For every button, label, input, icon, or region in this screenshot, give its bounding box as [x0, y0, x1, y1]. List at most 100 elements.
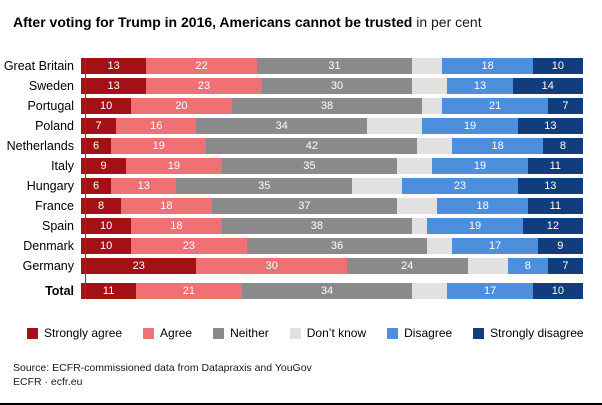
bar-segment — [427, 238, 453, 254]
legend-label: Disagree — [404, 326, 453, 340]
stacked-bar: 7 16 34 19 13 — [81, 118, 583, 134]
stacked-bar: 13 22 31 18 10 — [81, 58, 583, 74]
bar-segment: 37 — [211, 198, 398, 214]
bar-segment: 19 — [422, 118, 518, 134]
stacked-bar: 10 20 38 21 7 — [81, 98, 583, 114]
category-label: Total — [45, 284, 74, 298]
bar-segment: 13 — [447, 78, 513, 94]
bar-segment: 19 — [126, 158, 222, 174]
legend-label: Strongly agree — [44, 326, 123, 340]
bar-segment: 10 — [81, 218, 132, 234]
category-label: Poland — [35, 119, 74, 133]
bar-segment: 8 — [542, 138, 583, 154]
bar-segment: 35 — [176, 178, 353, 194]
bar-segment: 17 — [447, 283, 533, 299]
bar-segment: 19 — [427, 218, 523, 234]
bar-segment: 36 — [246, 238, 428, 254]
legend-swatch — [473, 327, 485, 339]
category-label: Great Britain — [3, 59, 74, 73]
bar-segment: 13 — [81, 78, 147, 94]
bar-segment: 42 — [206, 138, 418, 154]
legend-item: Neither — [213, 326, 269, 340]
bar-segment — [397, 198, 438, 214]
bar-segment: 34 — [241, 283, 413, 299]
bar-segment: 34 — [196, 118, 368, 134]
chart-title-main: After voting for Trump in 2016, American… — [13, 14, 413, 30]
legend-label: Don’t know — [306, 326, 367, 340]
bar-segment: 11 — [527, 198, 583, 214]
category-label: Sweden — [28, 79, 74, 93]
bar-segment: 11 — [527, 158, 583, 174]
credit-note: ECFR · ecfr.eu — [13, 376, 83, 388]
legend-item: Disagree — [387, 326, 452, 340]
chart-title: After voting for Trump in 2016, American… — [0, 0, 602, 32]
bar-segment: 10 — [81, 98, 132, 114]
chart-row: Denmark 10 23 36 17 9 — [0, 238, 583, 254]
legend-label: Strongly disagree — [490, 326, 584, 340]
stacked-bar: 23 30 24 8 7 — [81, 258, 583, 274]
chart-row: Sweden 13 23 30 13 14 — [0, 78, 583, 94]
stacked-bar: 10 18 38 19 12 — [81, 218, 583, 234]
bar-segment: 19 — [111, 138, 207, 154]
chart-row: France 8 18 37 18 11 — [0, 198, 583, 214]
legend: Strongly agree Agree Neither Don’t know Disa… — [27, 326, 588, 340]
category-label: Netherlands — [6, 139, 74, 153]
bar-segment: 23 — [81, 258, 197, 274]
bar-segment — [352, 178, 403, 194]
legend-item: Don’t know — [289, 326, 367, 340]
chart-row: Hungary 6 13 35 23 13 — [0, 178, 583, 194]
bar-segment: 38 — [231, 98, 423, 114]
legend-swatch — [289, 327, 301, 339]
bar-segment — [412, 58, 443, 74]
legend-label: Agree — [160, 326, 193, 340]
bar-segment: 31 — [256, 58, 413, 74]
category-label: France — [35, 199, 74, 213]
bar-segment: 18 — [121, 198, 212, 214]
bar-segment — [417, 138, 453, 154]
category-label: Spain — [42, 219, 74, 233]
chart-row: Italy 9 19 35 19 11 — [0, 158, 583, 174]
stacked-bar: 6 19 42 18 8 — [81, 138, 583, 154]
bar-segment — [412, 283, 448, 299]
bar-segment: 19 — [432, 158, 528, 174]
chart-rows: Great Britain 13 22 31 18 10 Sweden 13 23 30 13 14 P… — [0, 58, 583, 299]
bar-segment: 9 — [537, 238, 583, 254]
bar-segment — [412, 78, 448, 94]
bar-segment: 18 — [131, 218, 222, 234]
bar-segment: 11 — [81, 283, 137, 299]
bar-segment: 6 — [81, 138, 112, 154]
bar-segment: 6 — [81, 178, 112, 194]
bar-segment: 7 — [547, 98, 583, 114]
bar-segment: 13 — [81, 58, 147, 74]
bar-segment — [467, 258, 508, 274]
chart-row: Total 11 21 34 17 10 — [0, 283, 583, 299]
legend-swatch — [213, 327, 225, 339]
source-note: Source: ECFR-commissioned data from Data… — [13, 362, 312, 374]
bar-segment: 8 — [507, 258, 548, 274]
bar-segment: 7 — [547, 258, 583, 274]
bar-segment: 18 — [452, 138, 543, 154]
bar-segment: 21 — [442, 98, 548, 114]
bar-segment — [397, 158, 433, 174]
chart-title-unit: in per cent — [412, 14, 482, 30]
chart-row: Great Britain 13 22 31 18 10 — [0, 58, 583, 74]
bar-segment: 24 — [347, 258, 468, 274]
stacked-bar: 13 23 30 13 14 — [81, 78, 583, 94]
legend-swatch — [143, 327, 155, 339]
legend-item: Agree — [143, 326, 192, 340]
legend-label: Neither — [230, 326, 269, 340]
footer: Source: ECFR-commissioned data from Data… — [13, 361, 588, 389]
bar-segment: 13 — [517, 178, 583, 194]
legend-item: Strongly disagree — [473, 326, 584, 340]
stacked-bar: 9 19 35 19 11 — [81, 158, 583, 174]
bar-segment: 8 — [81, 198, 122, 214]
bar-segment: 23 — [402, 178, 518, 194]
bar-segment: 20 — [131, 98, 232, 114]
bar-segment: 23 — [131, 238, 247, 254]
chart-row: Germany 23 30 24 8 7 — [0, 258, 583, 274]
y-axis-line — [85, 58, 86, 299]
bar-segment: 14 — [512, 78, 583, 94]
bar-segment: 23 — [146, 78, 262, 94]
bar-segment: 10 — [81, 238, 132, 254]
